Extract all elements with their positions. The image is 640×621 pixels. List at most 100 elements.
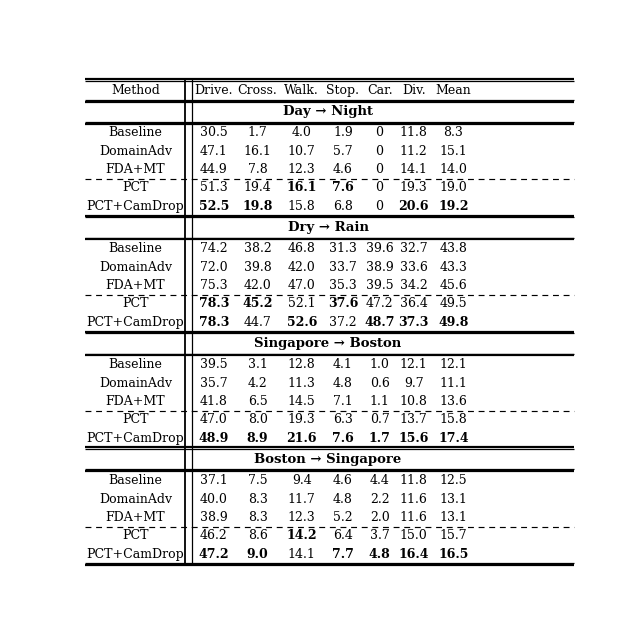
Text: 15.8: 15.8: [288, 200, 316, 213]
Text: 51.3: 51.3: [200, 181, 228, 194]
Text: 15.0: 15.0: [400, 529, 428, 542]
Text: 13.6: 13.6: [440, 395, 467, 408]
Text: 3.7: 3.7: [370, 529, 390, 542]
Text: 15.6: 15.6: [399, 432, 429, 445]
Text: Drive.: Drive.: [195, 84, 233, 97]
Text: 31.3: 31.3: [329, 242, 357, 255]
Text: PCT+CamDrop: PCT+CamDrop: [86, 316, 184, 329]
Text: 72.0: 72.0: [200, 261, 228, 274]
Text: 49.5: 49.5: [440, 297, 467, 310]
Text: 10.7: 10.7: [288, 145, 316, 158]
Text: 19.8: 19.8: [243, 200, 273, 213]
Text: Method: Method: [111, 84, 160, 97]
Text: 8.3: 8.3: [444, 126, 463, 139]
Text: 1.7: 1.7: [369, 432, 390, 445]
Text: 1.7: 1.7: [248, 126, 268, 139]
Text: PCT: PCT: [122, 297, 149, 310]
Text: 19.2: 19.2: [438, 200, 468, 213]
Text: 44.7: 44.7: [244, 316, 271, 329]
Text: 16.5: 16.5: [438, 548, 468, 561]
Text: 45.6: 45.6: [440, 279, 467, 292]
Text: 5.2: 5.2: [333, 511, 353, 524]
Text: 6.3: 6.3: [333, 414, 353, 427]
Text: 11.1: 11.1: [440, 376, 467, 389]
Text: Baseline: Baseline: [109, 358, 163, 371]
Text: 14.1: 14.1: [400, 163, 428, 176]
Text: 48.7: 48.7: [364, 316, 395, 329]
Text: 37.2: 37.2: [329, 316, 356, 329]
Text: Baseline: Baseline: [109, 474, 163, 487]
Text: 47.2: 47.2: [198, 548, 229, 561]
Text: 14.1: 14.1: [288, 548, 316, 561]
Text: 11.3: 11.3: [288, 376, 316, 389]
Text: 46.8: 46.8: [288, 242, 316, 255]
Text: 9.4: 9.4: [292, 474, 312, 487]
Text: 7.1: 7.1: [333, 395, 353, 408]
Text: PCT: PCT: [122, 181, 149, 194]
Text: Car.: Car.: [367, 84, 392, 97]
Text: 11.6: 11.6: [400, 511, 428, 524]
Text: 16.4: 16.4: [399, 548, 429, 561]
Text: 47.0: 47.0: [288, 279, 316, 292]
Text: Boston → Singapore: Boston → Singapore: [254, 453, 402, 466]
Text: 0: 0: [376, 145, 383, 158]
Text: PCT+CamDrop: PCT+CamDrop: [86, 548, 184, 561]
Text: DomainAdv: DomainAdv: [99, 376, 172, 389]
Text: 39.6: 39.6: [365, 242, 394, 255]
Text: 38.9: 38.9: [200, 511, 228, 524]
Text: 0.7: 0.7: [370, 414, 390, 427]
Text: 0: 0: [376, 126, 383, 139]
Text: 0: 0: [376, 200, 383, 213]
Text: 7.7: 7.7: [332, 548, 354, 561]
Text: 75.3: 75.3: [200, 279, 228, 292]
Text: 5.7: 5.7: [333, 145, 353, 158]
Text: 42.0: 42.0: [244, 279, 271, 292]
Text: Walk.: Walk.: [284, 84, 319, 97]
Text: 6.8: 6.8: [333, 200, 353, 213]
Text: 4.8: 4.8: [369, 548, 390, 561]
Text: DomainAdv: DomainAdv: [99, 261, 172, 274]
Text: Day → Night: Day → Night: [283, 105, 373, 118]
Text: 6.5: 6.5: [248, 395, 268, 408]
Text: 7.8: 7.8: [248, 163, 268, 176]
Text: 52.5: 52.5: [199, 200, 229, 213]
Text: 12.1: 12.1: [400, 358, 428, 371]
Text: 39.5: 39.5: [200, 358, 228, 371]
Text: 14.5: 14.5: [288, 395, 316, 408]
Text: 44.9: 44.9: [200, 163, 228, 176]
Text: 21.6: 21.6: [287, 432, 317, 445]
Text: PCT+CamDrop: PCT+CamDrop: [86, 200, 184, 213]
Text: 19.0: 19.0: [440, 181, 467, 194]
Text: 34.2: 34.2: [400, 279, 428, 292]
Text: Div.: Div.: [402, 84, 426, 97]
Text: Baseline: Baseline: [109, 242, 163, 255]
Text: 3.1: 3.1: [248, 358, 268, 371]
Text: DomainAdv: DomainAdv: [99, 145, 172, 158]
Text: Singapore → Boston: Singapore → Boston: [254, 337, 402, 350]
Text: Baseline: Baseline: [109, 126, 163, 139]
Text: 4.8: 4.8: [333, 492, 353, 505]
Text: 38.9: 38.9: [365, 261, 394, 274]
Text: PCT: PCT: [122, 529, 149, 542]
Text: PCT: PCT: [122, 414, 149, 427]
Text: 45.2: 45.2: [243, 297, 273, 310]
Text: 8.6: 8.6: [248, 529, 268, 542]
Text: 74.2: 74.2: [200, 242, 228, 255]
Text: 7.5: 7.5: [248, 474, 268, 487]
Text: 42.0: 42.0: [288, 261, 316, 274]
Text: 41.8: 41.8: [200, 395, 228, 408]
Text: 10.8: 10.8: [400, 395, 428, 408]
Text: 11.2: 11.2: [400, 145, 428, 158]
Text: 40.0: 40.0: [200, 492, 228, 505]
Text: 35.3: 35.3: [329, 279, 356, 292]
Text: 30.5: 30.5: [200, 126, 228, 139]
Text: 1.0: 1.0: [370, 358, 390, 371]
Text: 37.1: 37.1: [200, 474, 228, 487]
Text: 16.1: 16.1: [244, 145, 271, 158]
Text: 36.4: 36.4: [400, 297, 428, 310]
Text: 15.8: 15.8: [440, 414, 467, 427]
Text: PCT+CamDrop: PCT+CamDrop: [86, 432, 184, 445]
Text: 52.1: 52.1: [288, 297, 316, 310]
Text: 0: 0: [376, 181, 383, 194]
Text: 8.3: 8.3: [248, 511, 268, 524]
